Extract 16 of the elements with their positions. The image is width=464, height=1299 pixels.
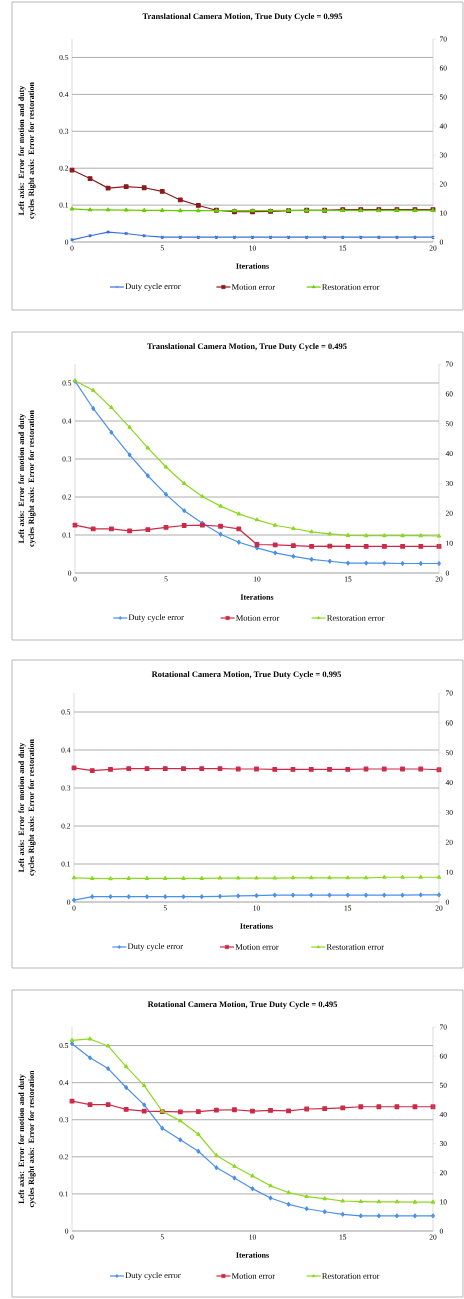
legend-label: Duty cycle error <box>125 283 181 291</box>
legend-label: Duty cycle error <box>125 1272 181 1280</box>
legend-label: Restoration error <box>326 944 384 950</box>
legend-label: Motion error <box>236 615 280 621</box>
legend-label: Motion error <box>231 284 276 290</box>
chart-title: Rotational Camera Motion, True Duty Cycle = 0.495 <box>147 1001 338 1009</box>
legend-label: Restoration error <box>327 615 385 621</box>
chart-title: Translational Camera Motion, True Duty Cycle = 0.495 <box>147 343 347 351</box>
chart-title: Translational Camera Motion, True Duty Cycle = 0.995 <box>142 13 343 21</box>
legend-label: Restoration error <box>322 284 380 290</box>
legend-label: Restoration error <box>322 1273 380 1279</box>
legend-label: Motion error <box>235 944 279 950</box>
chart-title: Rotational Camera Motion, True Duty Cycle = 0.995 <box>151 671 342 679</box>
legend-label: Motion error <box>231 1273 276 1279</box>
legend-label: Duty cycle error <box>127 943 183 951</box>
legend-label: Duty cycle error <box>128 614 184 622</box>
